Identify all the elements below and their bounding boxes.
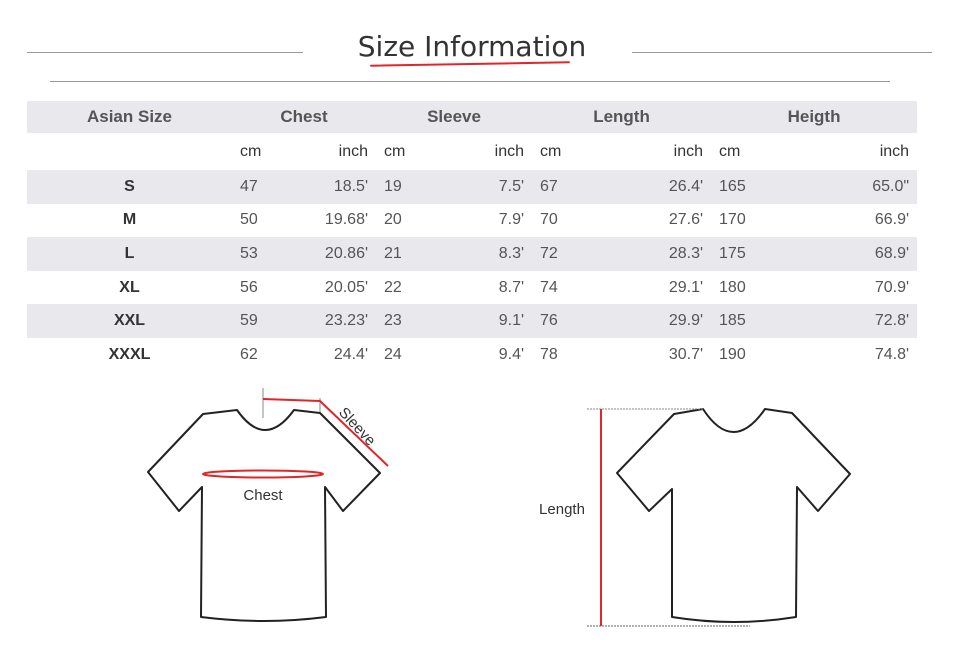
measurement-cell: 47: [232, 170, 302, 204]
size-cell: S: [27, 170, 232, 204]
length-label: Length: [539, 501, 585, 518]
header-height: Heigth: [711, 101, 918, 133]
measurement-cell: 30.7': [668, 345, 704, 363]
table-row: XL 56 20.05' 22 8.7' 74 29.1' 180 70.9': [27, 271, 917, 305]
measurement-cell: 56: [240, 278, 258, 296]
measurement-cell: 190: [719, 345, 746, 363]
sleeve-measure-line: [262, 398, 389, 467]
units-row: cm inch cm inch cm inch cm inch: [27, 133, 917, 170]
measurement-cell: 72.8': [761, 304, 918, 338]
size-table: Asian Size Chest Sleeve Length Heigth cm…: [27, 101, 918, 372]
measurement-cell: 70: [540, 211, 558, 229]
table-row: XXXL 62 24.4' 24 9.4' 78 30.7' 190 74.8': [27, 338, 917, 372]
size-cell: M: [122, 211, 137, 229]
unit-label: cm: [719, 142, 741, 160]
measurement-cell: 53: [232, 237, 302, 271]
measurement-cell: 72: [532, 237, 589, 271]
measurement-cell: 24: [384, 345, 402, 363]
measurement-cell: 23: [376, 304, 429, 338]
measurement-cell: 67: [532, 170, 589, 204]
measurement-cell: 165: [711, 170, 762, 204]
header-sleeve: Sleeve: [376, 101, 533, 133]
header-chest: Chest: [232, 101, 377, 133]
measurement-cell: 29.9': [588, 304, 712, 338]
size-cell: XXXL: [108, 345, 151, 363]
table-row: S 47 18.5' 19 7.5' 67 26.4' 165 65.0": [27, 170, 918, 204]
unit-label: inch: [494, 142, 525, 160]
measurement-cell: 76: [532, 304, 589, 338]
measurement-cell: 65.0": [761, 170, 918, 204]
measurement-cell: 9.4': [498, 345, 525, 363]
table-row: XXL 59 23.23' 23 9.1' 76 29.9' 185 72.8': [27, 304, 918, 338]
header-asian-size: Asian Size: [27, 101, 232, 133]
measurement-cell: 19: [376, 170, 429, 204]
measurement-cell: 20: [384, 211, 402, 229]
measurement-cell: 59: [232, 304, 302, 338]
measurement-cell: 29.1': [668, 278, 704, 296]
unit-label: cm: [240, 142, 262, 160]
measurement-cell: 19.68': [324, 211, 369, 229]
unit-label: cm: [540, 142, 562, 160]
measurement-cell: 7.5': [428, 170, 533, 204]
table-row: M 50 19.68' 20 7.9' 70 27.6' 170 66.9': [27, 204, 917, 238]
measurement-cell: 62: [240, 345, 258, 363]
measurement-cell: 180: [719, 278, 746, 296]
measurement-cell: 26.4': [588, 170, 712, 204]
shirt-outline: [616, 408, 851, 623]
measurement-cell: 20.86': [302, 237, 377, 271]
table-row: L 53 20.86' 21 8.3' 72 28.3' 175 68.9': [27, 237, 918, 271]
measurement-cell: 68.9': [761, 237, 918, 271]
table-header-row: Asian Size Chest Sleeve Length Heigth: [27, 101, 918, 133]
title-rule-left: [27, 52, 303, 53]
shirt-outline: [147, 409, 381, 622]
size-cell: L: [27, 237, 232, 271]
title-rule-right: [632, 52, 932, 53]
measurement-cell: 21: [376, 237, 429, 271]
measurement-cell: 24.4': [333, 345, 369, 363]
measurement-cell: 78: [540, 345, 558, 363]
measurement-cell: 66.9': [874, 211, 910, 229]
measurement-cell: 185: [711, 304, 762, 338]
measurement-cell: 170: [719, 211, 746, 229]
measurement-cell: 7.9': [498, 211, 525, 229]
unit-label: cm: [384, 142, 406, 160]
size-cell: XL: [119, 278, 140, 296]
measurement-cell: 70.9': [874, 278, 910, 296]
chest-measure-line: [202, 469, 324, 479]
measurement-cell: 23.23': [302, 304, 377, 338]
measurement-cell: 74: [540, 278, 558, 296]
measurement-cell: 50: [240, 211, 258, 229]
measurement-cell: 22: [384, 278, 402, 296]
measurement-cell: 18.5': [302, 170, 377, 204]
measurement-cell: 8.7': [498, 278, 525, 296]
shirt-length-diagram: [587, 408, 851, 627]
unit-label: inch: [673, 142, 704, 160]
chest-label: Chest: [243, 487, 283, 504]
shirt-chest-sleeve-diagram: [147, 388, 389, 622]
measurement-cell: 175: [711, 237, 762, 271]
measurement-cell: 27.6': [668, 211, 704, 229]
size-cell: XXL: [27, 304, 232, 338]
header-divider: [50, 81, 890, 82]
measurement-cell: 20.05': [324, 278, 369, 296]
measurement-cell: 28.3': [588, 237, 712, 271]
measurement-cell: 9.1': [428, 304, 533, 338]
page-title: Size Information: [357, 30, 587, 63]
measurement-cell: 74.8': [874, 345, 910, 363]
header-length: Length: [532, 101, 712, 133]
measurement-cell: 8.3': [428, 237, 533, 271]
sleeve-label: Sleeve: [335, 404, 379, 449]
unit-label: inch: [879, 142, 910, 160]
unit-label: inch: [338, 142, 369, 160]
